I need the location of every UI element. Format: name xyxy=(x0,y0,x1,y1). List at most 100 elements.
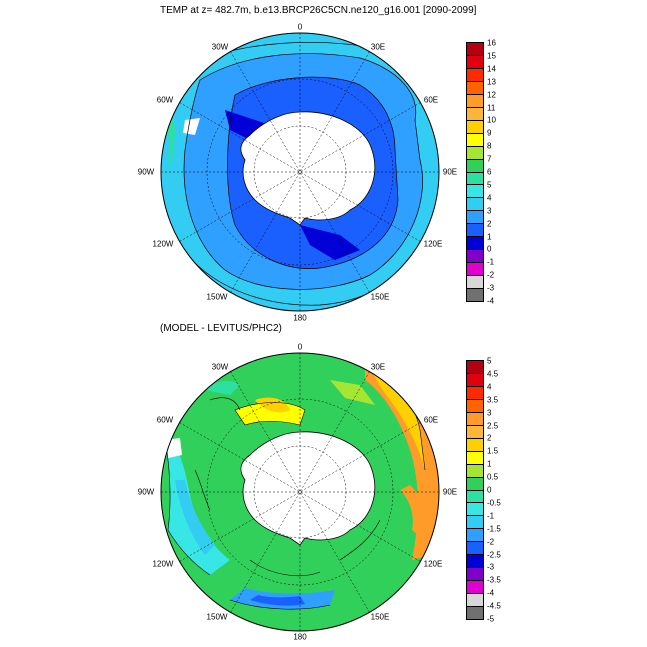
map2-colorbar-label: -2 xyxy=(487,537,495,547)
map1-colorbar-label: 3 xyxy=(487,206,492,216)
map2-lon-60e: 60E xyxy=(423,415,439,425)
map1-colorbar-label: -2 xyxy=(487,270,495,280)
map1-colorbar-label: 11 xyxy=(487,103,496,112)
map2-title: (MODEL - LEVITUS/PHC2) xyxy=(160,323,282,334)
map1-title: TEMP at z= 482.7m, b.e13.BRCP26C5CN.ne12… xyxy=(160,5,477,16)
map1-colorbar-label: -1 xyxy=(487,257,495,267)
map2-colorbar-swatch xyxy=(467,490,483,504)
map2-colorbar-swatch xyxy=(467,477,483,491)
map2-colorbar-label: 2 xyxy=(487,433,492,443)
map2-colorbar-label: 1 xyxy=(487,459,492,469)
map2-lon-90w: 90W xyxy=(137,487,155,497)
map1-lon-90e: 90E xyxy=(442,167,458,177)
map1-colorbar-swatch xyxy=(467,211,483,225)
map2-lon-30w: 30W xyxy=(211,362,229,372)
map1-lon-60w: 60W xyxy=(156,95,174,105)
map2-colorbar-swatch xyxy=(467,386,483,400)
map1-lon-120e: 120E xyxy=(423,239,443,249)
map2-lon-150w: 150W xyxy=(206,612,228,622)
map2-colorbar-swatch xyxy=(467,425,483,439)
map2-colorbar-swatch xyxy=(467,516,483,530)
map1-colorbar-label: -3 xyxy=(487,283,495,293)
map2-lon-30e: 30E xyxy=(370,362,386,372)
map1-lon-90w: 90W xyxy=(137,167,155,177)
map1-colorbar-swatch xyxy=(467,224,483,238)
map1-lon-180: 180 xyxy=(293,313,307,323)
map1-lon-150e: 150E xyxy=(370,292,390,302)
map2-colorbar-label: -4.5 xyxy=(487,601,501,611)
map1-lon-30w: 30W xyxy=(211,42,229,52)
map1-colorbar-label: 13 xyxy=(487,77,496,87)
map1-colorbar-swatch xyxy=(467,81,483,95)
map1-colorbar-label: 4 xyxy=(487,193,492,203)
map1-colorbar-swatch xyxy=(467,198,483,212)
map1-colorbar-swatch xyxy=(467,146,483,160)
map1-colorbar-label: 12 xyxy=(487,90,496,100)
map1-colorbar-swatch xyxy=(467,250,483,264)
map2-colorbar-label: -2.5 xyxy=(487,550,501,559)
map1-colorbar-swatch xyxy=(467,94,483,108)
map1-colorbar-swatch xyxy=(467,159,483,173)
map1-colorbar-label: 8 xyxy=(487,141,492,151)
map1-colorbar-label: 10 xyxy=(487,115,496,125)
map1-antarctica xyxy=(240,111,376,226)
map1-colorbar-swatch xyxy=(467,55,483,69)
map2-colorbar-swatch xyxy=(467,607,483,620)
map2-colorbar-swatch xyxy=(467,399,483,413)
map2-lon-150e: 150E xyxy=(370,612,390,622)
map1-colorbar-label: 15 xyxy=(487,51,496,61)
map2-colorbar-swatch xyxy=(467,464,483,478)
map2-colorbar-label: -0.5 xyxy=(487,498,501,508)
map2-colorbar-swatch xyxy=(467,529,483,543)
map1-colorbar-label: -4 xyxy=(487,296,495,306)
map1-colorbar-swatch xyxy=(467,172,483,186)
map2-colorbar-label: -1.5 xyxy=(487,524,501,534)
map2-colorbar-swatch xyxy=(467,568,483,582)
map2-colorbar-label: 1.5 xyxy=(487,446,499,456)
map1-lon-30e: 30E xyxy=(370,42,386,52)
map2-colorbar-swatch xyxy=(467,581,483,595)
map2-colorbar-swatch xyxy=(467,361,483,374)
map2-colorbar-label: -3 xyxy=(487,562,495,572)
map2-colorbar-swatch xyxy=(467,373,483,387)
map1-lon-0: 0 xyxy=(297,22,303,32)
map1-colorbar-swatch xyxy=(467,133,483,147)
map1-colorbar-label: 14 xyxy=(487,64,496,74)
map2-colorbar-swatch xyxy=(467,438,483,452)
map2-colorbar-label: -5 xyxy=(487,614,495,624)
map2-lon-0: 0 xyxy=(297,342,303,352)
map2-colorbar-swatch xyxy=(467,542,483,556)
map2-lon-120e: 120E xyxy=(423,559,443,569)
map2-lon-180: 180 xyxy=(293,632,307,642)
map1-colorbar-swatch xyxy=(467,263,483,277)
map1-colorbar-swatch xyxy=(467,237,483,251)
map2-colorbar-label: 0 xyxy=(487,485,492,495)
map2-colorbar-label: -1 xyxy=(487,511,495,521)
map2-colorbar-label: -3.5 xyxy=(487,575,501,585)
map1-colorbar-label: 9 xyxy=(487,128,492,138)
map1-colorbar-swatch xyxy=(467,120,483,134)
map1-colorbar-swatch xyxy=(467,276,483,290)
map2-colorbar-label: 3 xyxy=(487,408,492,418)
map1-colorbar-label: 7 xyxy=(487,154,492,164)
map1-grid xyxy=(161,33,439,311)
map1-colorbar-label: 6 xyxy=(487,167,492,177)
map1-colorbar xyxy=(466,42,484,302)
map2-colorbar-swatch xyxy=(467,412,483,426)
map1-lon-120w: 120W xyxy=(152,239,174,249)
map2-colorbar-label: 5 xyxy=(487,356,492,366)
map2-colorbar-label: 2.5 xyxy=(487,421,499,430)
map2-colorbar-swatch xyxy=(467,555,483,569)
map2-colorbar-label: -4 xyxy=(487,588,495,598)
map2-antarctica xyxy=(240,431,376,546)
map2-colorbar-label: 4 xyxy=(487,382,492,392)
map1-colorbar-label: 2 xyxy=(487,219,492,229)
map2-lon-60w: 60W xyxy=(156,415,174,425)
map2-colorbar-swatch xyxy=(467,451,483,465)
map1-colorbar-swatch xyxy=(467,43,483,56)
map2-lon-120w: 120W xyxy=(152,559,174,569)
map1-colorbar-label: 0 xyxy=(487,244,492,254)
map2-colorbar xyxy=(466,360,484,620)
map1-colorbar-label: 1 xyxy=(487,232,492,241)
